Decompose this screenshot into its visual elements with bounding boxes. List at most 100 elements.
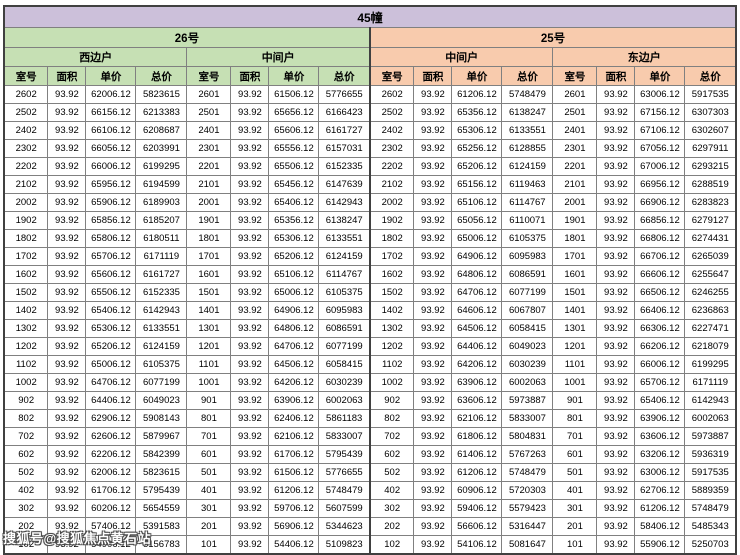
area-cell: 93.92 xyxy=(596,481,636,500)
total-price-cell: 6142943 xyxy=(318,193,371,212)
total-price-cell: 5861183 xyxy=(318,409,371,428)
unit-price-cell: 67056.12 xyxy=(634,139,686,158)
unit-price-cell: 61406.12 xyxy=(451,445,503,464)
area-cell: 93.92 xyxy=(413,247,453,266)
unit-price-cell: 59406.12 xyxy=(451,499,503,518)
area-cell: 93.92 xyxy=(47,85,87,104)
unit-price-cell: 65356.12 xyxy=(268,211,320,230)
area-cell: 93.92 xyxy=(230,139,270,158)
unit-price-cell: 62406.12 xyxy=(268,409,320,428)
total-price-cell: 5344623 xyxy=(318,517,371,536)
room-cell: 702 xyxy=(3,427,49,446)
unit-price-cell: 65056.12 xyxy=(451,211,503,230)
area-cell: 93.92 xyxy=(47,229,87,248)
unit-header-26: 26号 xyxy=(3,27,371,48)
unit-price-cell: 63906.12 xyxy=(268,391,320,410)
table-row: 2302 93.92 66056.12 6203991 2301 93.92 65556.1… xyxy=(3,139,737,158)
total-price-cell: 6105375 xyxy=(318,283,371,302)
unit-price-cell: 61206.12 xyxy=(451,85,503,104)
room-cell: 402 xyxy=(368,481,415,500)
unit-price-cell: 62006.12 xyxy=(85,463,137,482)
unit-price-cell: 63606.12 xyxy=(634,427,686,446)
area-cell: 93.92 xyxy=(47,337,87,356)
unit-price-cell: 66506.12 xyxy=(634,283,686,302)
area-cell: 93.92 xyxy=(413,211,453,230)
room-cell: 1202 xyxy=(3,337,49,356)
area-cell: 93.92 xyxy=(47,301,87,320)
room-cell: 1401 xyxy=(552,301,598,320)
total-price-cell: 6119463 xyxy=(501,175,554,194)
table-row: 1402 93.92 65406.12 6142943 1401 93.92 64906.1… xyxy=(3,301,737,320)
total-price-cell: 6279127 xyxy=(684,211,737,230)
total-price-cell: 5973887 xyxy=(684,427,737,446)
table-row: 802 93.92 62906.12 5908143 801 93.92 62406.12 5… xyxy=(3,409,737,428)
total-price-cell: 5391583 xyxy=(135,517,188,536)
col-header-total-price: 总价 xyxy=(135,66,188,86)
area-cell: 93.92 xyxy=(596,355,636,374)
area-cell: 93.92 xyxy=(47,517,87,536)
total-price-cell: 6086591 xyxy=(501,265,554,284)
total-price-cell: 6288519 xyxy=(684,175,737,194)
area-cell: 93.92 xyxy=(47,211,87,230)
unit-price-cell: 67006.12 xyxy=(634,157,686,176)
total-price-cell: 6030239 xyxy=(501,355,554,374)
area-cell: 93.92 xyxy=(596,103,636,122)
unit-price-cell: 64206.12 xyxy=(451,355,503,374)
area-cell: 93.92 xyxy=(230,121,270,140)
area-cell: 93.92 xyxy=(596,301,636,320)
area-cell: 93.92 xyxy=(230,409,270,428)
unit-price-cell: 65406.12 xyxy=(268,193,320,212)
unit-price-cell: 61206.12 xyxy=(634,499,686,518)
unit-price-cell: 65706.12 xyxy=(634,373,686,392)
area-cell: 93.92 xyxy=(230,247,270,266)
watermark: 搜狐号@搜狐焦点黄石站 xyxy=(3,531,152,546)
area-cell: 93.92 xyxy=(596,85,636,104)
unit-price-cell: 66856.12 xyxy=(634,211,686,230)
area-cell: 93.92 xyxy=(413,229,453,248)
total-price-cell: 6049023 xyxy=(501,337,554,356)
room-cell: 1101 xyxy=(552,355,598,374)
total-price-cell: 6067807 xyxy=(501,301,554,320)
unit-price-cell: 56906.12 xyxy=(268,517,320,536)
total-price-cell: 6171119 xyxy=(684,373,737,392)
room-cell: 2302 xyxy=(3,139,49,158)
room-cell: 1202 xyxy=(368,337,415,356)
total-price-cell: 5804831 xyxy=(501,427,554,446)
room-cell: 901 xyxy=(552,391,598,410)
total-price-cell: 6030239 xyxy=(318,373,371,392)
total-price-cell: 6095983 xyxy=(501,247,554,266)
price-list-page: 45幢 26号 25号 西边户 中间户 中间户 东边户 室号 面积 单价 总价 室号 面积… xyxy=(0,5,740,555)
area-cell: 93.92 xyxy=(47,373,87,392)
room-cell: 601 xyxy=(552,445,598,464)
room-cell: 301 xyxy=(186,499,232,518)
total-price-cell: 6105375 xyxy=(501,229,554,248)
area-cell: 93.92 xyxy=(47,319,87,338)
room-cell: 601 xyxy=(186,445,232,464)
unit-price-cell: 62206.12 xyxy=(85,445,137,464)
table-row: 2102 93.92 65956.12 6194599 2101 93.92 65456.1… xyxy=(3,175,737,194)
total-price-cell: 6161727 xyxy=(318,121,371,140)
unit-price-cell: 61706.12 xyxy=(268,445,320,464)
total-price-cell: 6199295 xyxy=(684,355,737,374)
area-cell: 93.92 xyxy=(596,175,636,194)
unit-price-cell: 66706.12 xyxy=(634,247,686,266)
total-price-cell: 6283823 xyxy=(684,193,737,212)
area-cell: 93.92 xyxy=(413,157,453,176)
table-row: 902 93.92 64406.12 6049023 901 93.92 63906.12 6… xyxy=(3,391,737,410)
total-price-cell: 6114767 xyxy=(501,193,554,212)
area-cell: 93.92 xyxy=(47,121,87,140)
room-cell: 2101 xyxy=(186,175,232,194)
area-cell: 93.92 xyxy=(230,175,270,194)
total-price-cell: 6058415 xyxy=(318,355,371,374)
room-cell: 2301 xyxy=(186,139,232,158)
room-cell: 1302 xyxy=(3,319,49,338)
total-price-cell: 6138247 xyxy=(501,103,554,122)
unit-price-cell: 60906.12 xyxy=(451,481,503,500)
total-price-cell: 6077199 xyxy=(501,283,554,302)
area-cell: 93.92 xyxy=(413,121,453,140)
room-cell: 1101 xyxy=(186,355,232,374)
total-price-cell: 6152335 xyxy=(135,283,188,302)
room-cell: 602 xyxy=(368,445,415,464)
total-price-cell: 5748479 xyxy=(318,481,371,500)
area-cell: 93.92 xyxy=(47,391,87,410)
